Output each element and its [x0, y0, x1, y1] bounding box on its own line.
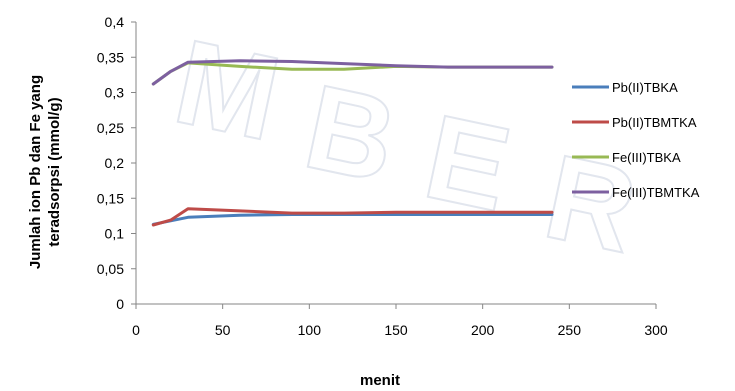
legend-label: Pb(II)TBKA [612, 80, 678, 95]
x-tick-label: 100 [298, 322, 322, 338]
y-tick-label: 0,25 [97, 120, 124, 136]
legend-item-fe-iii-tbmtka: Fe(III)TBMTKA [572, 185, 700, 200]
watermark: M B E R [164, 13, 649, 279]
y-axis-title: Jumlah ion Pb dan Fe yang teradsorpsi (m… [27, 75, 63, 269]
legend-item-pb-ii-tbka: Pb(II)TBKA [572, 80, 678, 95]
series-layer [151, 59, 554, 227]
legend-item-pb-ii-tbmtka: Pb(II)TBMTKA [572, 115, 697, 130]
y-tick-label: 0,4 [105, 14, 125, 30]
y-tick-label: 0,15 [97, 190, 124, 206]
x-tick-label: 150 [384, 322, 408, 338]
legend: Pb(II)TBKA Pb(II)TBMTKA Fe(III)TBKA Fe(III)… [572, 80, 700, 200]
svg-text:M: M [165, 14, 291, 166]
x-tick-label: 0 [132, 322, 140, 338]
x-axis-title: menit [360, 372, 400, 389]
x-tick-label: 300 [644, 322, 668, 338]
x-tick-label: 200 [471, 322, 495, 338]
y-tick-label: 0,35 [97, 49, 124, 65]
legend-label: Pb(II)TBMTKA [612, 115, 697, 130]
y-tick-label: 0,2 [105, 155, 125, 171]
legend-label: Fe(III)TBKA [612, 150, 681, 165]
y-tick-label: 0,05 [97, 261, 124, 277]
legend-item-fe-iii-tbka: Fe(III)TBKA [572, 150, 681, 165]
x-tick-label: 250 [558, 322, 582, 338]
y-axis-ticks: 0 0,05 0,1 0,15 0,2 0,25 0,3 0,35 0,4 [97, 14, 136, 312]
y-tick-label: 0,1 [105, 226, 125, 242]
y-axis-title-line-1: Jumlah ion Pb dan Fe yang [27, 75, 44, 269]
x-axis-ticks: 0 50 100 150 200 250 300 [132, 304, 668, 338]
legend-label: Fe(III)TBMTKA [612, 185, 700, 200]
series-line-pb-ii-tbmtka [151, 207, 554, 227]
y-tick-label: 0,3 [105, 85, 125, 101]
svg-text:B: B [295, 59, 408, 208]
y-axis-title-line-2: teradsorpsi (mmol/g) [46, 97, 63, 246]
x-tick-label: 50 [215, 322, 231, 338]
series-line-fe-iii-tbmtka [151, 59, 554, 86]
y-tick-label: 0 [116, 296, 124, 312]
